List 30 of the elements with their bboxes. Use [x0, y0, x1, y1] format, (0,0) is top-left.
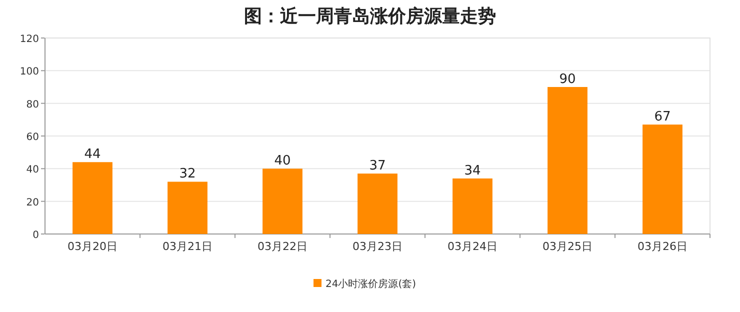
- y-tick-label: 80: [26, 99, 39, 110]
- bar: [642, 124, 682, 234]
- data-label: 37: [369, 158, 386, 174]
- x-tick-label: 03月25日: [542, 240, 592, 253]
- y-tick-label: 0: [32, 230, 39, 241]
- x-tick-label: 03月23日: [352, 240, 402, 253]
- y-tick-label: 20: [26, 197, 39, 208]
- y-tick-label: 120: [20, 34, 39, 45]
- y-tick-label: 60: [26, 132, 39, 143]
- bar: [168, 182, 208, 234]
- x-tick-label: 03月22日: [258, 240, 308, 253]
- y-tick-label: 100: [20, 66, 39, 78]
- data-label: 32: [179, 166, 196, 182]
- chart-title: 图：近一周青岛涨价房源量走势: [244, 6, 496, 27]
- y-tick-label: 40: [26, 164, 39, 176]
- x-tick-label: 03月24日: [448, 240, 498, 253]
- bar: [548, 87, 588, 234]
- data-label: 40: [274, 154, 291, 169]
- data-label: 44: [84, 147, 101, 162]
- x-tick-label: 03月26日: [638, 240, 688, 253]
- data-label: 67: [654, 110, 671, 125]
- data-label: 90: [559, 72, 576, 87]
- x-tick-label: 03月21日: [162, 240, 212, 253]
- bar: [452, 178, 492, 234]
- legend-label: 24小时涨价房源(套): [326, 278, 416, 290]
- x-tick-label: 03月20日: [68, 240, 118, 253]
- bar: [72, 162, 112, 234]
- bar: [358, 174, 398, 234]
- bar: [262, 168, 302, 234]
- data-label: 34: [464, 163, 481, 178]
